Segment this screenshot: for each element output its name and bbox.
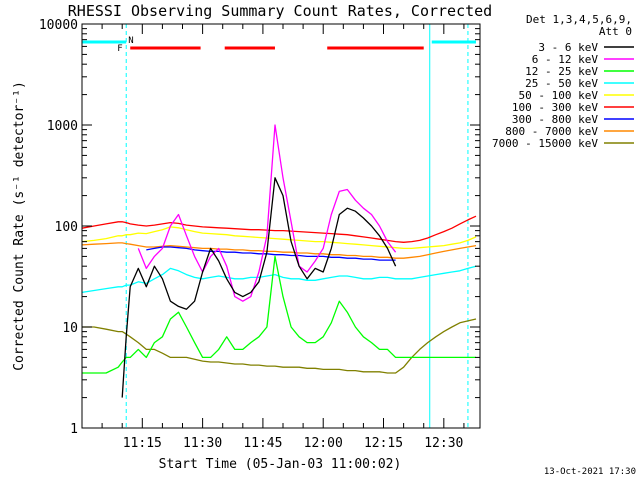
- series-line-7000-15000kev: [82, 318, 477, 374]
- legend-entry-label: 6 - 12 keV: [532, 53, 599, 66]
- legend-entry-label: 12 - 25 keV: [525, 65, 598, 78]
- legend-entry-label: 100 - 300 keV: [512, 101, 598, 114]
- legend-entry-label: 25 - 50 keV: [525, 77, 598, 90]
- x-tick-label: 12:15: [364, 436, 403, 451]
- legend-entry-label: 50 - 100 keV: [519, 89, 599, 102]
- legend-entry-label: 3 - 6 keV: [538, 41, 598, 54]
- series-line-12-25kev: [82, 255, 476, 374]
- y-tick-label: 100: [55, 220, 78, 235]
- plot-area: NF: [81, 24, 477, 428]
- flare-marker-label: F: [117, 44, 122, 54]
- series-line-3-6kev: [121, 177, 397, 398]
- y-tick-label: 1: [70, 422, 78, 437]
- night-marker-label: N: [128, 36, 133, 46]
- x-tick-label: 11:30: [183, 436, 222, 451]
- y-tick-label: 1000: [47, 119, 78, 134]
- series-line-6-12kev: [137, 124, 397, 302]
- series-line-100-300kev: [81, 215, 477, 243]
- legend-header-line-2: Att 0: [599, 25, 632, 38]
- series-line-300-800kev: [146, 246, 396, 261]
- x-tick-label: 11:15: [123, 436, 162, 451]
- legend-header-line-1: Det 1,3,4,5,6,9,: [526, 13, 632, 26]
- series-line-50-100kev: [81, 226, 477, 250]
- legend-entry-label: 300 - 800 keV: [512, 113, 598, 126]
- x-tick-label: 12:00: [304, 436, 343, 451]
- axes: 1 10 100 1000 10000 11:15 11:30 11:45 12:00 12:15…: [39, 18, 480, 451]
- legend-entry-label: 7000 - 15000 keV: [492, 137, 598, 150]
- x-tick-label: 12:30: [424, 436, 463, 451]
- timestamp: 13-Oct-2021 17:30: [544, 467, 636, 477]
- series-line-800-7000kev: [81, 242, 477, 259]
- y-tick-label: 10000: [39, 18, 78, 33]
- x-tick-label: 11:45: [243, 436, 282, 451]
- y-axis-label: Corrected Count Rate (s⁻¹ detector⁻¹): [12, 81, 27, 371]
- x-axis-label: Start Time (05-Jan-03 11:00:02): [159, 457, 402, 472]
- chart-title: RHESSI Observing Summary Count Rates, Co…: [68, 2, 492, 20]
- y-tick-label: 10: [62, 321, 78, 336]
- legend-entry-label: 800 - 7000 keV: [505, 125, 598, 138]
